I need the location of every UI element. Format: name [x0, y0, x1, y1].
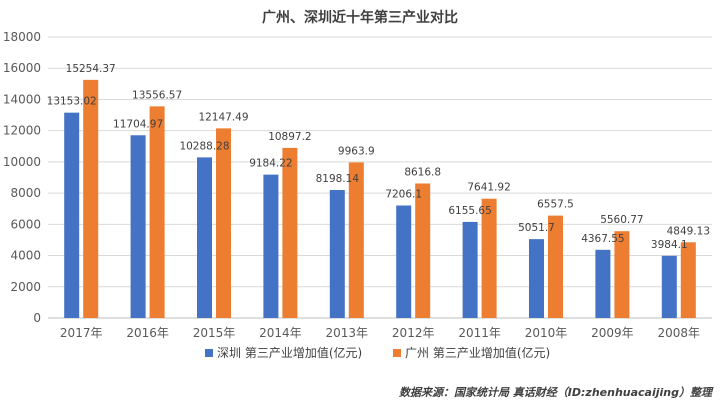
data-label: 15254.37	[66, 63, 116, 75]
data-label: 11704.97	[113, 118, 163, 130]
bar-shenzhen	[329, 190, 345, 318]
data-label: 4849.13	[667, 225, 710, 237]
legend: 深圳 第三产业增加值(亿元) 广州 第三产业增加值(亿元)	[205, 345, 550, 360]
x-tick-label: 2010年	[525, 326, 568, 340]
bar-guangzhou	[216, 128, 231, 318]
x-tick-label: 2011年	[458, 326, 501, 340]
data-label: 7206.1	[385, 189, 422, 201]
bar-shenzhen	[529, 239, 544, 318]
data-label: 9963.9	[338, 145, 375, 157]
bar-guangzhou	[481, 198, 497, 318]
y-axis: 0 2000 4000 6000 8000 10000 12000 14000 16000 180…	[3, 30, 41, 325]
legend-swatch	[205, 349, 213, 357]
y-tick-label: 18000	[3, 30, 41, 44]
legend-swatch	[393, 349, 401, 357]
x-tick-label: 2014年	[259, 326, 302, 340]
data-label: 6557.5	[537, 199, 574, 211]
y-tick-label: 4000	[10, 249, 41, 263]
data-label: 5560.77	[600, 214, 643, 226]
bar-shenzhen	[64, 112, 80, 318]
x-tick-label: 2015年	[193, 326, 236, 340]
data-label: 7641.92	[467, 182, 510, 194]
bar-shenzhen	[263, 174, 279, 318]
y-tick-label: 16000	[3, 61, 41, 75]
data-label: 5051.7	[518, 222, 555, 234]
y-tick-label: 10000	[3, 155, 41, 169]
data-label: 6155.65	[448, 205, 491, 217]
bar-shenzhen	[197, 157, 212, 318]
x-tick-label: 2008年	[658, 326, 701, 340]
data-label: 8616.8	[404, 166, 441, 178]
x-tick-label: 2012年	[392, 326, 435, 340]
chart-title: 广州、深圳近十年第三产业对比	[262, 9, 458, 26]
bar-shenzhen	[595, 249, 611, 318]
legend-label: 广州 第三产业增加值(亿元)	[405, 345, 550, 360]
bar-guangzhou	[348, 162, 364, 318]
y-tick-label: 0	[33, 311, 41, 325]
data-label: 3984.1	[651, 239, 688, 251]
y-tick-label: 14000	[3, 92, 41, 106]
bar-shenzhen	[396, 205, 412, 318]
x-tick-label: 2017年	[60, 326, 103, 340]
y-tick-label: 12000	[3, 124, 41, 138]
x-tick-label: 2009年	[591, 326, 634, 340]
data-label: 4367.55	[581, 233, 624, 245]
bar-guangzhou	[149, 106, 165, 318]
data-label: 8198.14	[316, 173, 360, 185]
y-tick-label: 2000	[10, 280, 41, 294]
bar-guangzhou	[415, 183, 431, 318]
bar-shenzhen	[130, 135, 146, 318]
bar-guangzhou	[282, 147, 298, 318]
x-tick-label: 2013年	[326, 326, 369, 340]
data-label: 12147.49	[198, 111, 248, 123]
source-note: 数据来源：国家统计局 真话财经（ID:zhenhuacaijing）整理	[399, 386, 714, 399]
data-labels: 13153.02 11704.97 10288.28 9184.22 8198.14 72…	[47, 63, 710, 251]
legend-label: 深圳 第三产业增加值(亿元)	[217, 345, 362, 360]
bar-guangzhou	[614, 231, 630, 318]
gridlines	[48, 36, 712, 319]
bar-shenzhen	[661, 255, 677, 318]
y-tick-label: 8000	[10, 186, 41, 200]
bar-guangzhou	[548, 215, 563, 318]
x-tick-label: 2016年	[126, 326, 169, 340]
data-label: 10897.2	[268, 131, 311, 143]
data-label: 13153.02	[47, 96, 97, 108]
bar-shenzhen	[462, 221, 478, 318]
bar-guangzhou	[83, 79, 99, 318]
x-axis: 2017年 2016年 2015年 2014年 2013年 2012年 2011年 2010年…	[60, 326, 700, 340]
bar-guangzhou	[680, 242, 696, 318]
data-label: 9184.22	[249, 158, 292, 170]
y-tick-label: 6000	[10, 217, 41, 231]
bars	[64, 79, 696, 318]
data-label: 13556.57	[132, 89, 182, 101]
data-label: 10288.28	[179, 140, 229, 152]
